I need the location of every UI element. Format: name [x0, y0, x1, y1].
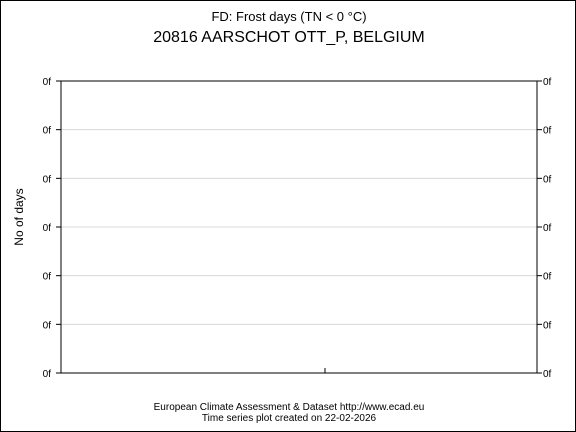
y-tick-label-right: 0f — [543, 174, 552, 185]
y-tick-label-right: 0f — [543, 223, 552, 234]
y-axis-ticks: 0f 0f 0f 0f 0f 0f 0f 0f 0f 0f 0f 0f 0f 0f — [43, 77, 552, 380]
chart-title: FD: Frost days (TN < 0 °C) — [211, 9, 366, 24]
y-tick-label-left: 0f — [43, 223, 52, 234]
chart-subtitle: 20816 AARSCHOT OTT_P, BELGIUM — [153, 29, 425, 46]
gridlines — [61, 129, 537, 325]
footer-created: Time series plot created on 22-02-2026 — [202, 413, 377, 424]
footer-source: European Climate Assessment & Dataset ht… — [154, 402, 425, 413]
y-tick-label-right: 0f — [543, 369, 552, 380]
y-tick-label-left: 0f — [43, 272, 52, 283]
y-tick-label-right: 0f — [543, 77, 552, 88]
plot-area — [60, 80, 538, 374]
y-tick-label-left: 0f — [43, 126, 52, 137]
y-tick-label-right: 0f — [543, 320, 552, 331]
y-tick-label-left: 0f — [43, 174, 52, 185]
y-tick-label-right: 0f — [543, 272, 552, 283]
y-tick-label-left: 0f — [43, 77, 52, 88]
y-tick-label-right: 0f — [543, 126, 552, 137]
y-axis-label: No of days — [12, 188, 26, 245]
y-tick-label-left: 0f — [43, 369, 52, 380]
y-tick-label-left: 0f — [43, 320, 52, 331]
